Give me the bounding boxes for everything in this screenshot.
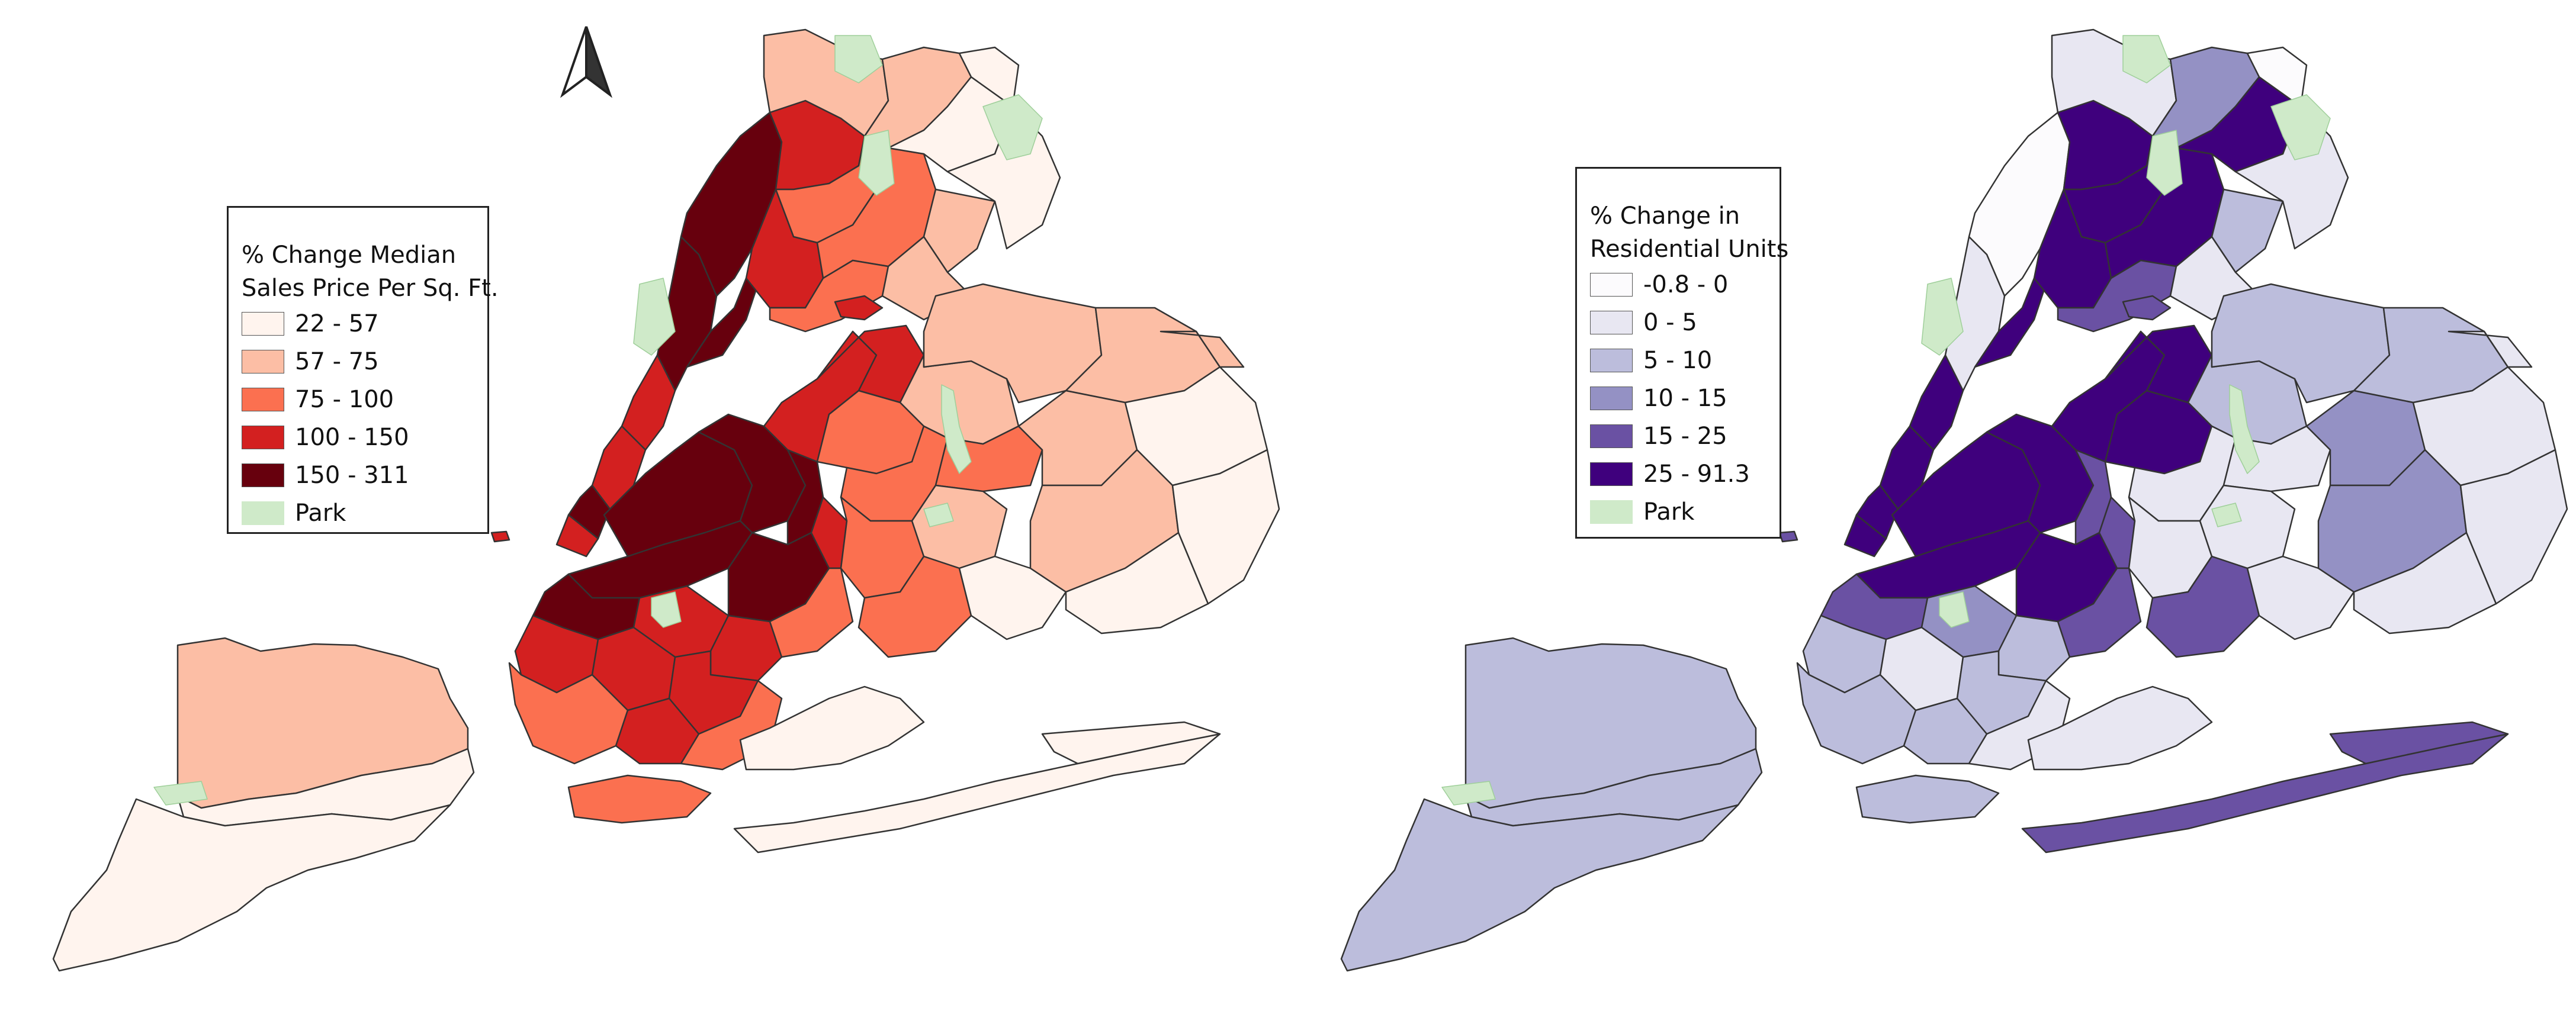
- legend-label: 22 - 57: [295, 310, 379, 337]
- map-region: [52, 798, 451, 972]
- legend-label: 15 - 25: [1643, 423, 1727, 450]
- map-region: [2211, 283, 2391, 404]
- map-residential-units: [1340, 28, 2568, 972]
- park-area: [1921, 278, 1964, 356]
- map-region: [958, 46, 1020, 108]
- map-region: [923, 283, 1103, 404]
- legend-item: -0.8 - 0: [1590, 267, 1728, 302]
- legend-label: 75 - 100: [295, 386, 394, 413]
- legend-title-line2: Sales Price Per Sq. Ft.: [242, 275, 499, 302]
- map-price-change: [52, 28, 1280, 972]
- legend-swatch: [242, 388, 284, 411]
- legend-swatch: [1590, 349, 1633, 372]
- legend-swatch: [1590, 424, 1633, 448]
- legend-label: 5 - 10: [1643, 347, 1713, 374]
- legend-item: 5 - 10: [1590, 343, 1712, 378]
- park-area: [651, 591, 682, 628]
- map-region: [490, 530, 510, 543]
- park-area: [2146, 130, 2183, 196]
- legend-label: 100 - 150: [295, 424, 409, 451]
- legend-label: 25 - 91.3: [1643, 461, 1750, 488]
- map-region: [2447, 330, 2533, 368]
- north-arrow-icon: [560, 26, 613, 98]
- legend-item: 57 - 75: [242, 344, 379, 379]
- map-region: [958, 555, 1067, 640]
- legend-item: 22 - 57: [242, 306, 379, 342]
- legend-item: 150 - 311: [242, 458, 409, 493]
- legend-swatch: [1590, 311, 1633, 334]
- park-area: [834, 35, 883, 83]
- map-region: [567, 774, 712, 824]
- legend-item-park: Park: [1590, 494, 1694, 530]
- legend-item: 15 - 25: [1590, 418, 1727, 454]
- park-area: [2211, 503, 2242, 527]
- map-region: [1974, 277, 2047, 368]
- map-region: [2021, 733, 2509, 854]
- legend-item: 100 - 150: [242, 420, 409, 455]
- legend-label: 57 - 75: [295, 348, 379, 375]
- map-region: [1843, 514, 1887, 558]
- map-region: [923, 188, 996, 273]
- legend-swatch: [242, 501, 284, 525]
- park-area: [2270, 94, 2331, 160]
- legend-title-line2: Residential Units: [1590, 236, 1789, 263]
- legend-swatch: [242, 350, 284, 374]
- legend-swatch: [1590, 500, 1633, 524]
- map-region: [2246, 555, 2355, 640]
- legend-swatch: [242, 426, 284, 449]
- park-area: [1939, 591, 1970, 628]
- legend-label: Park: [295, 500, 346, 527]
- park-area: [2122, 35, 2171, 83]
- park-area: [2229, 384, 2260, 474]
- legend-title-line1: % Change Median: [242, 242, 457, 269]
- legend-item: 10 - 15: [1590, 381, 1727, 416]
- map-region: [1778, 530, 1798, 543]
- legend-label: 150 - 311: [295, 462, 409, 489]
- map-region: [1855, 774, 2000, 824]
- legend-swatch: [1590, 462, 1633, 486]
- map-region: [2122, 295, 2172, 321]
- map-region: [2027, 685, 2213, 771]
- map-region: [2246, 46, 2308, 108]
- legend-label: 0 - 5: [1643, 309, 1697, 336]
- park-area: [923, 503, 954, 527]
- map-region: [1340, 798, 1739, 972]
- legend-swatch: [1590, 387, 1633, 410]
- legend-label: Park: [1643, 498, 1695, 526]
- legend-swatch: [242, 312, 284, 336]
- legend-residential-units: % Change in Residential Units -0.8 - 0 0 …: [1575, 167, 1788, 539]
- map-region: [1041, 721, 1221, 765]
- legend-label: -0.8 - 0: [1643, 271, 1729, 298]
- legend-item: 0 - 5: [1590, 305, 1697, 340]
- legend-swatch: [1590, 273, 1633, 297]
- park-area: [1441, 781, 1496, 806]
- map-region: [2211, 188, 2284, 273]
- park-area: [982, 94, 1043, 160]
- map-region: [739, 685, 925, 771]
- map-region: [2353, 532, 2497, 635]
- map-region: [555, 514, 599, 558]
- park-area: [633, 278, 676, 356]
- map-region: [1159, 330, 1245, 368]
- map-region: [2057, 567, 2142, 658]
- legend-price-change: % Change Median Sales Price Per Sq. Ft. …: [227, 206, 499, 534]
- park-area: [858, 130, 895, 196]
- park-area: [941, 384, 972, 474]
- legend-title-line1: % Change in: [1590, 202, 1740, 230]
- map-region: [733, 733, 1221, 854]
- legend-item: 75 - 100: [242, 382, 394, 417]
- map-region: [1065, 532, 1209, 635]
- legend-swatch: [242, 463, 284, 487]
- map-region: [686, 277, 759, 368]
- legend-label: 10 - 15: [1643, 385, 1727, 412]
- legend-item: 25 - 91.3: [1590, 456, 1750, 492]
- legend-item-park: Park: [242, 495, 346, 531]
- park-area: [153, 781, 208, 806]
- map-region: [769, 567, 854, 658]
- map-region: [2329, 721, 2509, 765]
- map-region: [834, 295, 884, 321]
